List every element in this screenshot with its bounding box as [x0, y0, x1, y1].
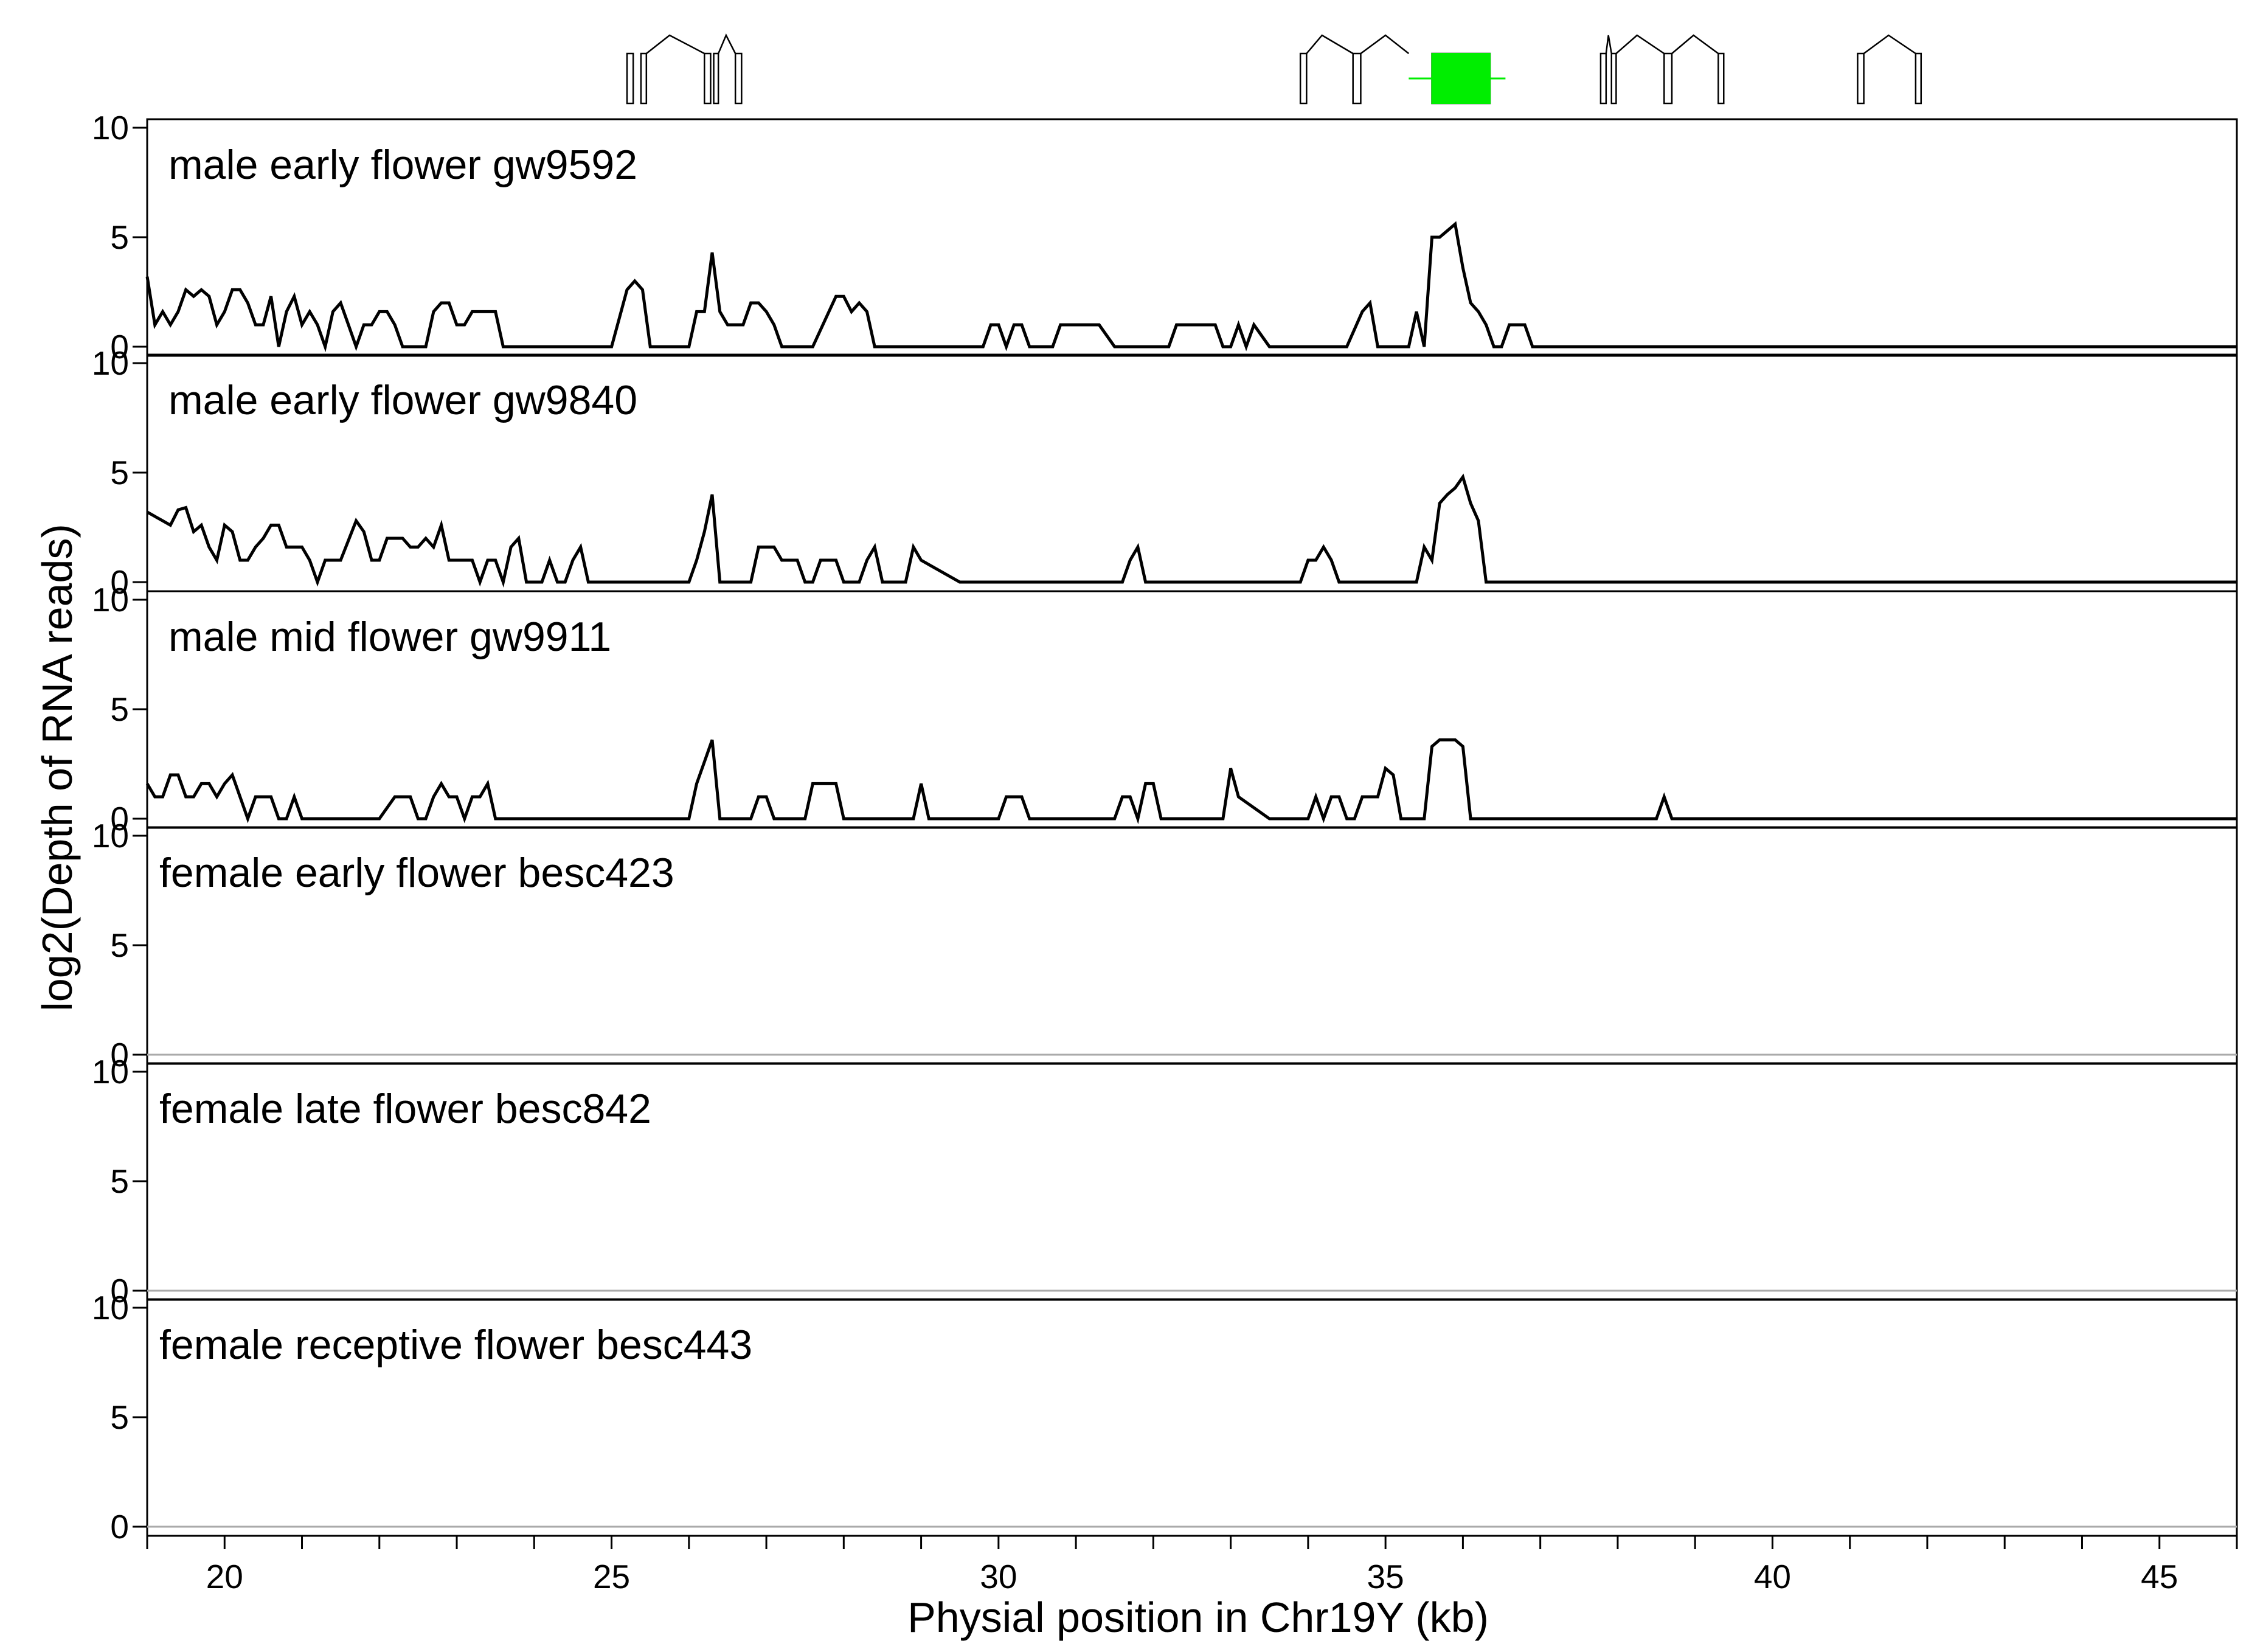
panel-label: female early flower besc423 [159, 850, 674, 896]
y-tick-label: 5 [110, 1162, 129, 1200]
y-tick-label: 10 [92, 344, 129, 382]
gene-model-track [626, 33, 1922, 105]
panel-1: 0 5 10 male early flower gw9592 [92, 109, 2238, 366]
y-tick-label: 5 [110, 926, 129, 964]
panel-label: female receptive flower besc443 [159, 1322, 752, 1368]
exon [1717, 52, 1725, 105]
coverage-line [145, 221, 2237, 353]
y-tick-label: 10 [92, 581, 129, 619]
y-tick-label: 0 [110, 1036, 129, 1074]
exon [1857, 52, 1865, 105]
y-tick-label: 10 [92, 109, 129, 147]
x-tick-label: 25 [593, 1558, 630, 1595]
y-tick-label: 10 [92, 1289, 129, 1327]
exon [734, 52, 743, 105]
intron [1863, 34, 1916, 55]
x-tick-label: 40 [1754, 1558, 1791, 1595]
y-tick-label: 5 [110, 690, 129, 728]
coverage-line [146, 473, 2237, 588]
panel-5: 0 5 10 female late flower besc842 [92, 1053, 2238, 1310]
panel-2: 0 5 10 male early flower gw9840 [92, 344, 2238, 601]
x-axis: 20 25 30 35 40 45 [146, 1536, 2238, 1595]
gene-model-4 [1857, 34, 1922, 105]
x-tick-label: 35 [1367, 1558, 1404, 1595]
gene-model-1 [626, 33, 743, 105]
gene-model-3 [1599, 34, 1725, 105]
x-tick-label: 30 [980, 1558, 1017, 1595]
panel-label: male mid flower gw9911 [168, 614, 611, 660]
x-axis-title: Physial position in Chr19Y (kb) [907, 1594, 1489, 1641]
exon [1599, 52, 1607, 105]
panel-4: 0 5 10 female early flower besc423 [92, 817, 2238, 1074]
coverage-line [145, 738, 2237, 825]
panel-6: 0 5 10 female receptive flower besc443 [92, 1289, 2238, 1546]
y-tick-label: 0 [110, 563, 129, 601]
intron [1360, 34, 1410, 55]
intron [1671, 34, 1719, 55]
y-tick-label: 10 [92, 817, 129, 855]
highlighted-gene-box [1431, 53, 1491, 104]
panel-3: 0 5 10 male mid flower gw9911 [92, 581, 2238, 838]
exon [640, 52, 648, 105]
y-tick-label: 5 [110, 454, 129, 491]
exon [1352, 52, 1362, 105]
y-tick-label: 0 [110, 1508, 129, 1546]
intron [1605, 35, 1612, 54]
x-tick-label: 20 [206, 1558, 243, 1595]
y-tick-label: 0 [110, 1272, 129, 1310]
highlighted-gene [1409, 53, 1506, 104]
exon [713, 52, 719, 105]
y-tick-label: 5 [110, 218, 129, 256]
y-axis-title: log2(Depth of RNA reads) [33, 524, 81, 1012]
intron [1615, 34, 1665, 55]
exon [704, 52, 712, 105]
x-tick-label: 45 [2141, 1558, 2178, 1595]
exon [1299, 52, 1308, 105]
exon [1663, 52, 1673, 105]
exon [626, 52, 634, 105]
panel-label: male early flower gw9592 [168, 142, 637, 188]
y-tick-label: 5 [110, 1398, 129, 1436]
intron [646, 34, 705, 55]
y-tick-label: 10 [92, 1053, 129, 1091]
panel-label: male early flower gw9840 [168, 377, 637, 423]
intron [718, 33, 736, 54]
exon [1915, 52, 1922, 105]
y-tick-label: 0 [110, 800, 129, 838]
intron [1306, 34, 1354, 55]
y-tick-label: 0 [110, 328, 129, 366]
panel-label: female late flower besc842 [159, 1086, 651, 1132]
panels: 0 5 10 male early flower gw9592 0 5 10 male ear… [92, 109, 2238, 1546]
exon [1610, 52, 1617, 105]
